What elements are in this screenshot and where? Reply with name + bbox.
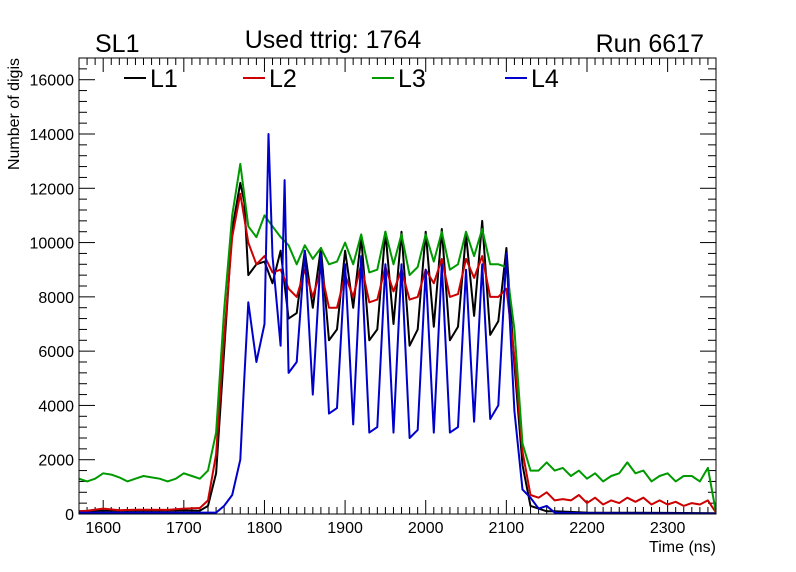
tick-labels: 1600 1700 1800 1900 2000 2100 2200 2300 0 2000 400… (30, 73, 686, 537)
x-tick-label: 2100 (489, 520, 525, 537)
legend-label-l1: L1 (150, 65, 178, 93)
y-tick-label: 14000 (30, 127, 75, 144)
top-right-label: Run 6617 (596, 30, 704, 58)
x-tick-label: 2200 (569, 520, 605, 537)
plot-area (79, 133, 716, 514)
y-tick-label: 6000 (38, 344, 74, 361)
y-axis-label: Number of digis (6, 58, 23, 170)
legend-label-l2: L2 (269, 65, 297, 93)
x-tick-label: 1800 (247, 520, 283, 537)
top-left-label: SL1 (95, 30, 139, 58)
chart-title: Used ttrig: 1764 (245, 26, 422, 54)
x-tick-label: 2300 (650, 520, 686, 537)
x-tick-label: 1700 (166, 520, 202, 537)
y-tick-label: 0 (65, 507, 74, 524)
legend-label-l3: L3 (398, 65, 426, 93)
y-tick-label: 4000 (38, 398, 74, 415)
series-line-l3 (79, 162, 716, 513)
x-tick-label: 2000 (408, 520, 444, 537)
y-tick-label: 10000 (30, 236, 75, 253)
y-tick-label: 12000 (30, 181, 75, 198)
x-tick-label: 1600 (85, 520, 121, 537)
y-tick-label: 8000 (38, 290, 74, 307)
legend: L1 L2 L3 L4 (124, 65, 559, 93)
y-tick-label: 16000 (30, 73, 75, 90)
x-tick-label: 1900 (327, 520, 363, 537)
y-tick-label: 2000 (38, 453, 74, 470)
legend-label-l4: L4 (531, 65, 559, 93)
x-axis-label: Time (ns) (649, 539, 716, 556)
series-line-l4 (79, 133, 716, 514)
plot-frame (78, 57, 717, 515)
